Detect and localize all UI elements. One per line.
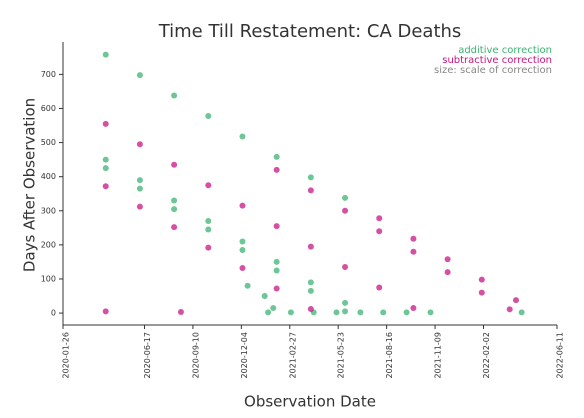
x-tick-label: 2020-12-04 (240, 332, 249, 379)
point (136, 203, 143, 210)
point (136, 177, 143, 184)
x-tick-label: 2020-01-26 (62, 332, 71, 379)
point (102, 120, 109, 127)
point (342, 207, 349, 214)
point (357, 309, 364, 316)
point (307, 287, 314, 294)
x-tick-label: 2021-11-09 (434, 332, 443, 379)
legend-entry: additive correction (458, 45, 552, 56)
chart-title: Time Till Restatement: CA Deaths (158, 21, 462, 42)
point (342, 264, 349, 271)
point (244, 282, 251, 289)
y-axis-label: Days After Observation (21, 98, 39, 272)
point (410, 235, 417, 242)
point (136, 185, 143, 192)
x-tick-label: 2022-06-11 (556, 332, 565, 379)
point (342, 299, 349, 306)
x-tick-label: 2021-08-16 (385, 332, 394, 379)
point (518, 309, 525, 316)
point (102, 51, 109, 58)
point (205, 182, 212, 189)
point (410, 248, 417, 255)
point (380, 309, 387, 316)
point (239, 238, 246, 245)
point (102, 165, 109, 172)
point (427, 309, 434, 316)
point (171, 197, 178, 204)
point (102, 183, 109, 190)
point (444, 269, 451, 276)
point (171, 161, 178, 168)
point (177, 309, 184, 316)
y-tick-label: 0 (51, 309, 56, 318)
point (136, 72, 143, 79)
point (307, 243, 314, 250)
x-tick-label: 2020-06-17 (143, 332, 152, 379)
y-tick-label: 300 (41, 206, 56, 215)
x-tick-label: 2021-02-27 (288, 332, 297, 379)
y-tick-label: 200 (41, 240, 56, 249)
point (205, 244, 212, 251)
y-tick-label: 700 (41, 70, 56, 79)
point (273, 285, 280, 292)
point (273, 267, 280, 274)
point (287, 309, 294, 316)
x-tick-label: 2022-02-02 (482, 332, 491, 379)
point (102, 308, 109, 315)
point (171, 206, 178, 213)
point (171, 92, 178, 99)
y-tick-label: 500 (41, 138, 56, 147)
point (478, 289, 485, 296)
point (205, 226, 212, 233)
point (333, 309, 340, 316)
point (410, 304, 417, 311)
point (239, 246, 246, 253)
point (205, 218, 212, 225)
y-tick-label: 400 (41, 172, 56, 181)
point (307, 305, 314, 312)
point (239, 202, 246, 209)
point (307, 279, 314, 286)
point (273, 223, 280, 230)
point (512, 297, 519, 304)
point (376, 215, 383, 222)
point (136, 141, 143, 148)
point (273, 258, 280, 265)
point (273, 166, 280, 173)
y-tick-label: 100 (41, 274, 56, 283)
point (307, 174, 314, 181)
point (273, 153, 280, 160)
point (342, 194, 349, 201)
point (307, 187, 314, 194)
point (270, 304, 277, 311)
point (403, 309, 410, 316)
point (205, 112, 212, 119)
point (261, 293, 268, 300)
point (376, 284, 383, 291)
y-tick-label: 600 (41, 104, 56, 113)
x-tick-label: 2021-05-23 (337, 332, 346, 379)
point (102, 156, 109, 163)
point (171, 224, 178, 231)
point (506, 306, 513, 313)
x-tick-label: 2020-09-10 (191, 332, 200, 379)
point (478, 276, 485, 283)
point (444, 256, 451, 263)
legend-entry: subtractive correction (442, 55, 552, 66)
legend-size-note: size: scale of correction (434, 65, 552, 76)
x-axis-label: Observation Date (244, 393, 376, 411)
point (265, 309, 272, 316)
point (239, 265, 246, 272)
point (376, 228, 383, 235)
point (342, 308, 349, 315)
point (239, 133, 246, 140)
